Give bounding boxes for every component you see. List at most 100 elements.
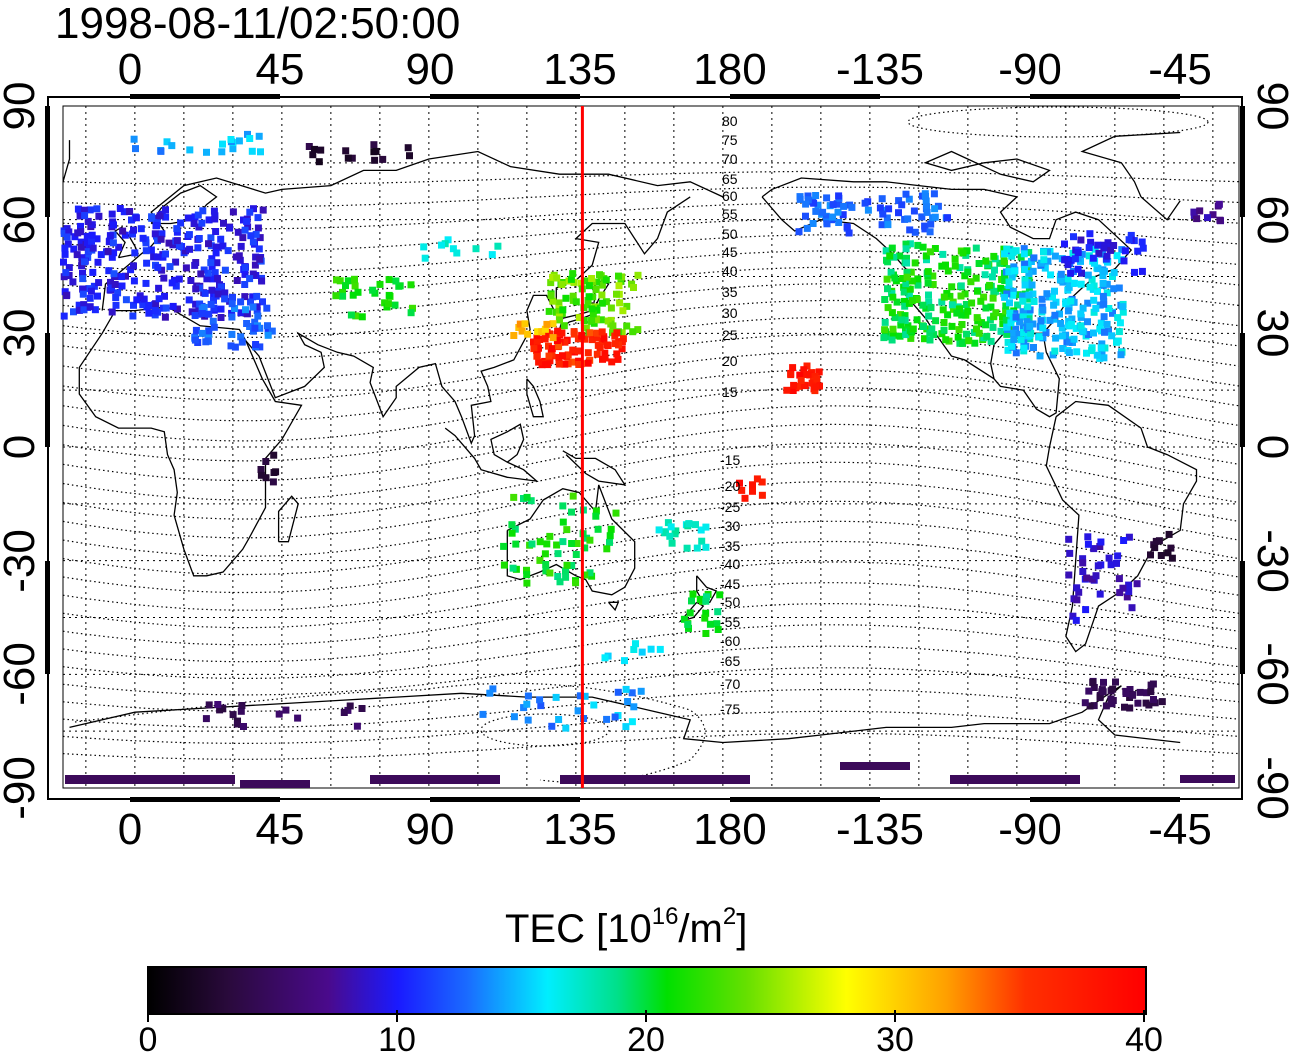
tec-point xyxy=(897,321,905,329)
tec-point xyxy=(231,343,239,351)
tec-point xyxy=(139,301,147,309)
tec-point xyxy=(90,282,98,290)
tec-point xyxy=(1025,291,1033,299)
tec-band xyxy=(950,775,1080,784)
tec-point xyxy=(1116,589,1124,597)
tec-point xyxy=(588,305,596,313)
tec-point xyxy=(973,314,981,322)
tec-point xyxy=(1059,345,1067,352)
tec-point xyxy=(196,300,204,308)
tec-point xyxy=(1065,338,1073,346)
tec-point xyxy=(84,253,92,261)
tec-point xyxy=(848,203,856,211)
coastline xyxy=(245,196,691,445)
tec-point xyxy=(1103,280,1111,288)
tec-point xyxy=(919,301,927,309)
tec-point xyxy=(1107,561,1115,569)
tec-point xyxy=(188,308,196,316)
tec-point xyxy=(192,285,200,293)
tec-point xyxy=(555,356,563,364)
tec-point xyxy=(1065,283,1073,291)
tec-point xyxy=(1020,250,1028,258)
tec-point xyxy=(714,626,722,633)
tec-point xyxy=(508,529,516,537)
top-lon-label: 180 xyxy=(693,45,766,94)
tec-point xyxy=(541,550,549,558)
tec-point xyxy=(546,569,554,577)
tec-point xyxy=(1118,246,1126,254)
tec-point xyxy=(80,306,88,314)
tec-point xyxy=(1164,549,1172,557)
tec-point xyxy=(182,247,189,255)
tec-point xyxy=(948,322,956,330)
tec-point xyxy=(582,277,590,285)
tec-point xyxy=(598,291,606,299)
tec-point xyxy=(884,304,892,312)
right-lat-label: -60 xyxy=(1248,642,1292,706)
tec-point xyxy=(249,293,257,301)
tec-point xyxy=(1050,301,1058,309)
tec-point xyxy=(1090,684,1098,691)
tec-point xyxy=(1097,319,1105,327)
tec-point xyxy=(1152,537,1160,545)
tec-point xyxy=(940,293,948,301)
top-lon-label: 0 xyxy=(118,45,142,94)
tec-point xyxy=(78,254,86,262)
tec-point xyxy=(572,579,580,587)
tec-point xyxy=(201,289,209,297)
tec-point xyxy=(1105,327,1112,335)
tec-point xyxy=(191,261,199,269)
tec-point xyxy=(208,255,216,263)
tec-point xyxy=(816,382,823,390)
tec-point xyxy=(162,213,170,221)
tec-point xyxy=(121,231,129,239)
tec-point xyxy=(112,301,120,309)
tec-point xyxy=(251,324,259,332)
tec-point xyxy=(927,220,935,228)
left-lat-label: -90 xyxy=(0,756,44,820)
tec-point xyxy=(249,270,257,278)
tec-point xyxy=(209,317,217,325)
tec-point xyxy=(1125,236,1133,244)
tec-point xyxy=(1119,303,1127,311)
tec-point xyxy=(803,224,811,232)
tec-point xyxy=(1108,700,1116,708)
tec-point xyxy=(523,566,530,574)
tec-point xyxy=(241,281,249,288)
tec-point xyxy=(553,541,561,549)
tec-point xyxy=(1086,283,1094,291)
tec-point xyxy=(1051,252,1059,260)
tec-point xyxy=(190,220,198,227)
tec-point xyxy=(243,320,251,327)
tec-point xyxy=(1092,304,1100,312)
tec-point xyxy=(311,145,318,153)
tec-point xyxy=(567,275,575,283)
tec-point xyxy=(518,327,526,335)
tec-point xyxy=(1090,702,1098,710)
tec-point xyxy=(815,368,823,376)
tec-point xyxy=(1204,214,1211,222)
tec-point xyxy=(806,371,814,379)
tec-point xyxy=(198,310,206,317)
tec-point xyxy=(500,561,508,569)
tec-point xyxy=(891,314,899,322)
tec-point xyxy=(372,147,380,155)
tec-point xyxy=(749,487,756,495)
tec-point xyxy=(987,303,995,311)
contour-line xyxy=(62,582,1240,646)
tec-point xyxy=(808,379,816,387)
tec-point xyxy=(1037,317,1045,325)
tec-point xyxy=(538,328,546,336)
tec-point xyxy=(132,214,140,222)
tec-point xyxy=(835,219,843,226)
tec-point xyxy=(107,278,114,286)
tec-point xyxy=(156,212,164,220)
tec-point xyxy=(982,321,990,329)
tec-point xyxy=(221,289,229,297)
tec-band xyxy=(240,780,310,788)
tec-point xyxy=(879,210,887,218)
tec-point xyxy=(1077,310,1085,318)
tec-point xyxy=(1088,275,1096,283)
tec-point xyxy=(881,318,889,326)
tec-point xyxy=(1097,344,1105,352)
